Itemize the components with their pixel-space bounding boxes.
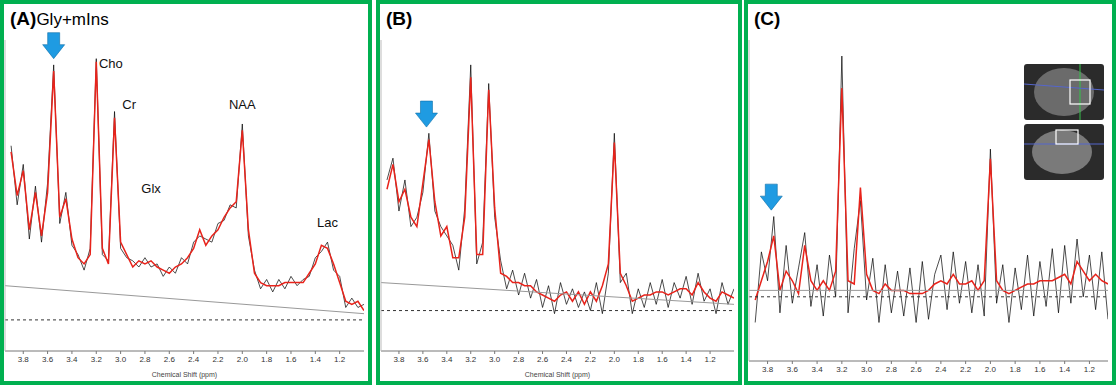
svg-text:2.4: 2.4	[935, 365, 947, 374]
svg-text:2.2: 2.2	[585, 355, 597, 364]
svg-text:3.2: 3.2	[91, 355, 103, 364]
svg-text:1.4: 1.4	[310, 355, 322, 364]
svg-text:2.2: 2.2	[960, 365, 972, 374]
svg-text:2.6: 2.6	[537, 355, 549, 364]
svg-text:1.2: 1.2	[1084, 365, 1096, 374]
svg-text:NAA: NAA	[229, 97, 256, 112]
svg-text:2.0: 2.0	[985, 365, 997, 374]
svg-text:3.8: 3.8	[18, 355, 30, 364]
svg-text:1.8: 1.8	[1010, 365, 1022, 374]
svg-text:3.8: 3.8	[762, 365, 774, 374]
svg-text:1.2: 1.2	[705, 355, 717, 364]
svg-text:Chemical Shift (ppm): Chemical Shift (ppm)	[525, 371, 590, 379]
svg-text:3.0: 3.0	[861, 365, 873, 374]
svg-text:1.6: 1.6	[1034, 365, 1046, 374]
svg-text:3.4: 3.4	[812, 365, 824, 374]
svg-text:2.6: 2.6	[164, 355, 176, 364]
svg-text:3.2: 3.2	[465, 355, 477, 364]
svg-text:Chemical Shift (ppm): Chemical Shift (ppm)	[152, 371, 217, 379]
svg-text:3.0: 3.0	[115, 355, 127, 364]
svg-text:2.4: 2.4	[188, 355, 200, 364]
svg-text:3.8: 3.8	[393, 355, 405, 364]
svg-text:1.8: 1.8	[261, 355, 273, 364]
svg-text:3.0: 3.0	[489, 355, 501, 364]
svg-text:3.2: 3.2	[836, 365, 848, 374]
svg-text:3.6: 3.6	[417, 355, 429, 364]
svg-text:1.8: 1.8	[633, 355, 645, 364]
html-text:(C): (C)	[754, 8, 781, 29]
svg-text:3.4: 3.4	[441, 355, 453, 364]
svg-text:2.0: 2.0	[609, 355, 621, 364]
svg-text:2.8: 2.8	[513, 355, 525, 364]
html-text:(A) Gly+mIns: (A) Gly+mIns	[10, 8, 109, 29]
svg-text:Lac: Lac	[317, 215, 338, 230]
svg-text:2.4: 2.4	[561, 355, 573, 364]
svg-text:Glx: Glx	[141, 181, 161, 196]
svg-text:3.6: 3.6	[42, 355, 54, 364]
svg-text:Cho: Cho	[99, 56, 123, 71]
svg-text:3.4: 3.4	[66, 355, 78, 364]
svg-text:Cr: Cr	[122, 97, 136, 112]
svg-text:2.2: 2.2	[212, 355, 224, 364]
svg-text:2.8: 2.8	[139, 355, 151, 364]
svg-text:1.4: 1.4	[681, 355, 693, 364]
svg-text:2.6: 2.6	[911, 365, 923, 374]
svg-text:2.0: 2.0	[237, 355, 249, 364]
svg-text:2.8: 2.8	[886, 365, 898, 374]
svg-text:1.6: 1.6	[657, 355, 669, 364]
svg-text:1.2: 1.2	[334, 355, 346, 364]
svg-text:1.4: 1.4	[1059, 365, 1071, 374]
svg-text:3.6: 3.6	[787, 365, 799, 374]
svg-text:1.6: 1.6	[285, 355, 297, 364]
html-text:(B): (B)	[386, 8, 413, 29]
